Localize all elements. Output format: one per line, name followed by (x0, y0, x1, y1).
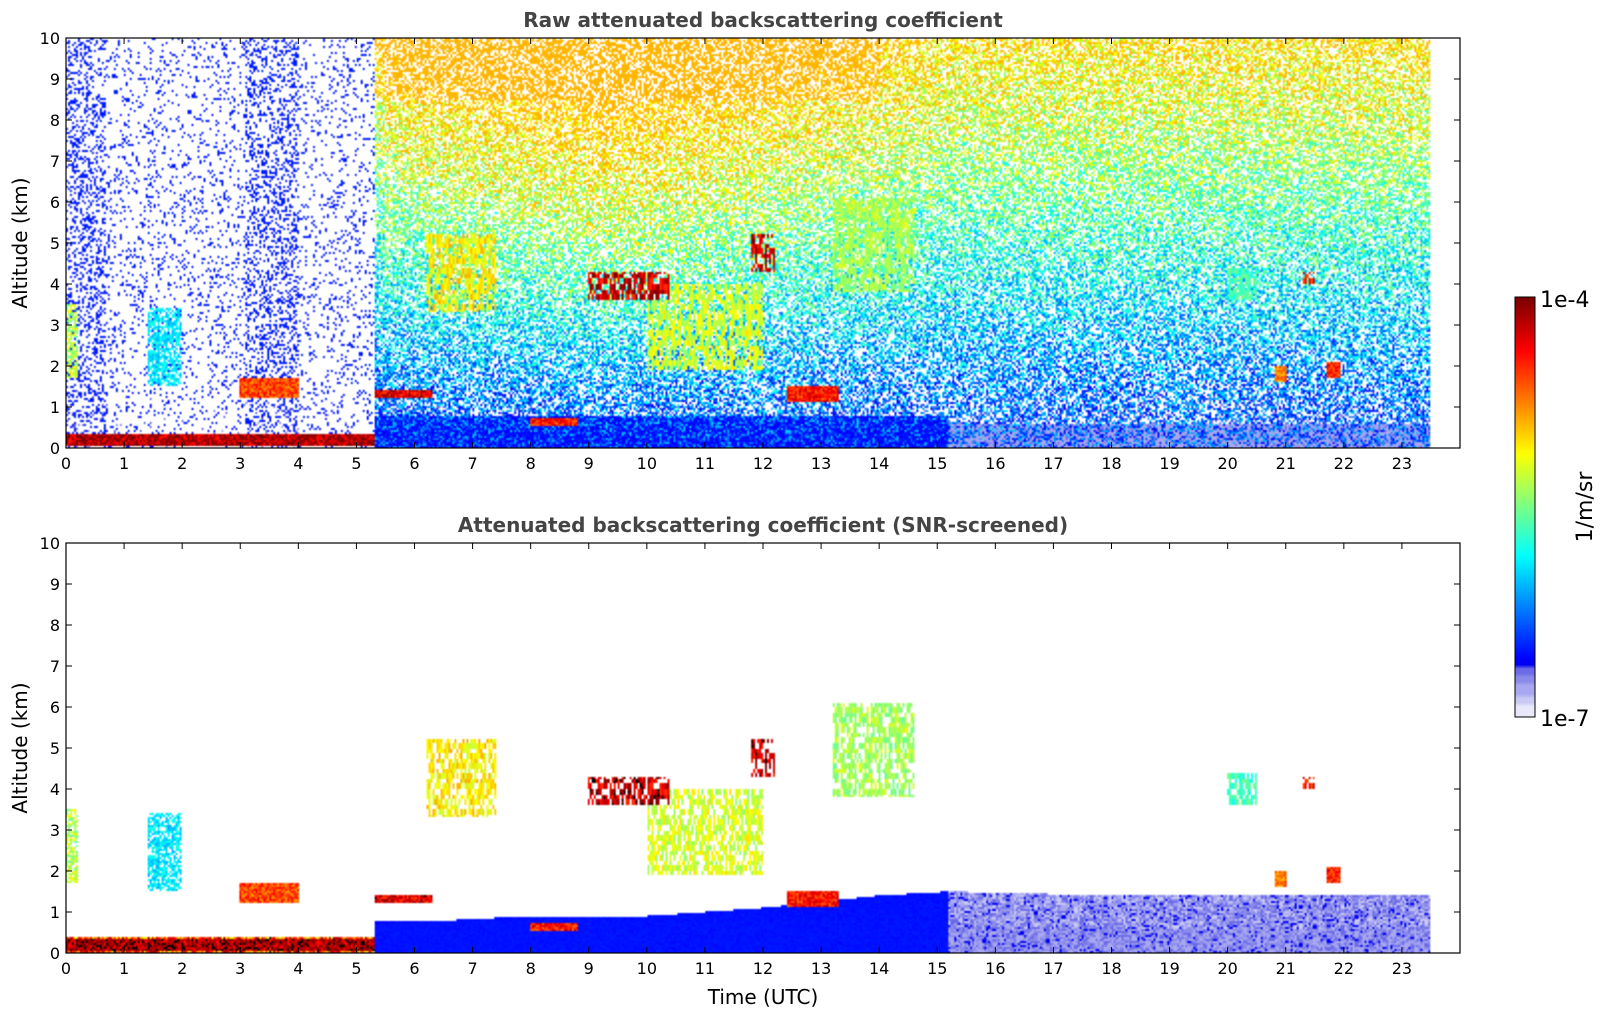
axes-raw: 0 1 2 3 4 5 6 7 8 9 10 11 12 13 14 15 16 17 18 19 20 21 22 2301… (40, 29, 1460, 473)
x-tick-label-screened: 1 (119, 959, 129, 978)
y-tick-label-raw: 4 (50, 275, 60, 294)
x-tick-label-screened: 14 (869, 959, 889, 978)
y-tick-label-screened: 5 (50, 739, 60, 758)
x-tick-label-raw: 17 (1043, 454, 1063, 473)
x-tick-label-screened: 2 (177, 959, 187, 978)
x-tick-label-raw: 4 (293, 454, 303, 473)
x-axis-label: Time (UTC) (707, 985, 819, 1009)
y-tick-label-raw: 1 (50, 398, 60, 417)
x-tick-label-screened: 7 (467, 959, 477, 978)
y-tick-label-raw: 10 (40, 29, 60, 48)
x-tick-label-raw: 21 (1276, 454, 1296, 473)
x-tick-label-screened: 5 (351, 959, 361, 978)
x-tick-label-raw: 1 (119, 454, 129, 473)
x-tick-label-screened: 16 (985, 959, 1005, 978)
y-tick-label-raw: 2 (50, 357, 60, 376)
y-tick-label-screened: 7 (50, 657, 60, 676)
x-tick-label-raw: 11 (695, 454, 715, 473)
y-tick-label-screened: 6 (50, 698, 60, 717)
y-tick-label-raw: 0 (50, 439, 60, 458)
x-tick-label-screened: 22 (1334, 959, 1354, 978)
y-tick-label-screened: 0 (50, 944, 60, 963)
y-tick-label-screened: 3 (50, 821, 60, 840)
x-tick-label-screened: 23 (1392, 959, 1412, 978)
x-tick-label-raw: 13 (811, 454, 831, 473)
x-tick-label-raw: 5 (351, 454, 361, 473)
backscatter-heatmap-raw (66, 38, 1460, 448)
x-tick-label-screened: 11 (695, 959, 715, 978)
x-tick-label-screened: 20 (1217, 959, 1237, 978)
y-tick-label-screened: 1 (50, 903, 60, 922)
y-tick-label-raw: 8 (50, 111, 60, 130)
x-tick-label-screened: 3 (235, 959, 245, 978)
y-tick-label-raw: 5 (50, 234, 60, 253)
x-tick-label-raw: 3 (235, 454, 245, 473)
x-tick-label-raw: 14 (869, 454, 889, 473)
x-tick-label-raw: 7 (467, 454, 477, 473)
x-tick-label-raw: 8 (526, 454, 536, 473)
y-tick-label-screened: 10 (40, 534, 60, 553)
y-tick-label-screened: 9 (50, 575, 60, 594)
x-tick-label-raw: 23 (1392, 454, 1412, 473)
panel-title-raw: Raw attenuated backscattering coefficien… (523, 8, 1003, 32)
x-tick-label-raw: 18 (1101, 454, 1121, 473)
colorbar-frame (1514, 296, 1536, 718)
colorbar-min-label: 1e-7 (1540, 707, 1589, 732)
panel-screened: Attenuated backscattering coefficient (S… (8, 513, 1461, 1009)
x-tick-label-screened: 15 (927, 959, 947, 978)
x-tick-label-screened: 21 (1276, 959, 1296, 978)
x-tick-label-raw: 19 (1159, 454, 1179, 473)
x-tick-label-screened: 19 (1159, 959, 1179, 978)
x-tick-label-screened: 0 (61, 959, 71, 978)
x-tick-label-screened: 17 (1043, 959, 1063, 978)
x-tick-label-screened: 10 (637, 959, 657, 978)
y-tick-label-raw: 7 (50, 152, 60, 171)
y-tick-label-screened: 4 (50, 780, 60, 799)
x-tick-label-screened: 18 (1101, 959, 1121, 978)
y-tick-label-screened: 8 (50, 616, 60, 635)
y-axis-label-screened: Altitude (km) (8, 682, 32, 813)
x-tick-label-raw: 22 (1334, 454, 1354, 473)
x-tick-label-screened: 6 (409, 959, 419, 978)
x-tick-label-raw: 16 (985, 454, 1005, 473)
axes-screened: 0 1 2 3 4 5 6 7 8 9 10 11 12 13 14 15 16 17 18 19 20 21 22 2301… (40, 534, 1460, 978)
x-tick-label-raw: 15 (927, 454, 947, 473)
x-tick-label-raw: 2 (177, 454, 187, 473)
x-tick-label-screened: 13 (811, 959, 831, 978)
colorbar: 1e-4 1e-7 1/m/sr (1514, 288, 1598, 732)
backscatter-heatmap-screened (66, 543, 1460, 953)
colorbar-unit-label: 1/m/sr (1573, 471, 1598, 543)
colorbar-max-label: 1e-4 (1540, 288, 1589, 313)
x-tick-label-raw: 20 (1217, 454, 1237, 473)
panel-raw: Raw attenuated backscattering coefficien… (8, 8, 1461, 473)
x-tick-label-raw: 9 (584, 454, 594, 473)
x-tick-label-screened: 12 (753, 959, 773, 978)
x-tick-label-raw: 0 (61, 454, 71, 473)
x-tick-label-raw: 6 (409, 454, 419, 473)
y-tick-label-screened: 2 (50, 862, 60, 881)
x-tick-label-raw: 12 (753, 454, 773, 473)
x-tick-label-screened: 8 (526, 959, 536, 978)
x-tick-label-raw: 10 (637, 454, 657, 473)
y-tick-label-raw: 9 (50, 70, 60, 89)
x-tick-label-screened: 9 (584, 959, 594, 978)
colorbar-gradient (1515, 297, 1535, 717)
panel-title-screened: Attenuated backscattering coefficient (S… (458, 513, 1068, 537)
y-axis-label-raw: Altitude (km) (8, 177, 32, 308)
x-tick-label-screened: 4 (293, 959, 303, 978)
y-tick-label-raw: 6 (50, 193, 60, 212)
y-tick-label-raw: 3 (50, 316, 60, 335)
